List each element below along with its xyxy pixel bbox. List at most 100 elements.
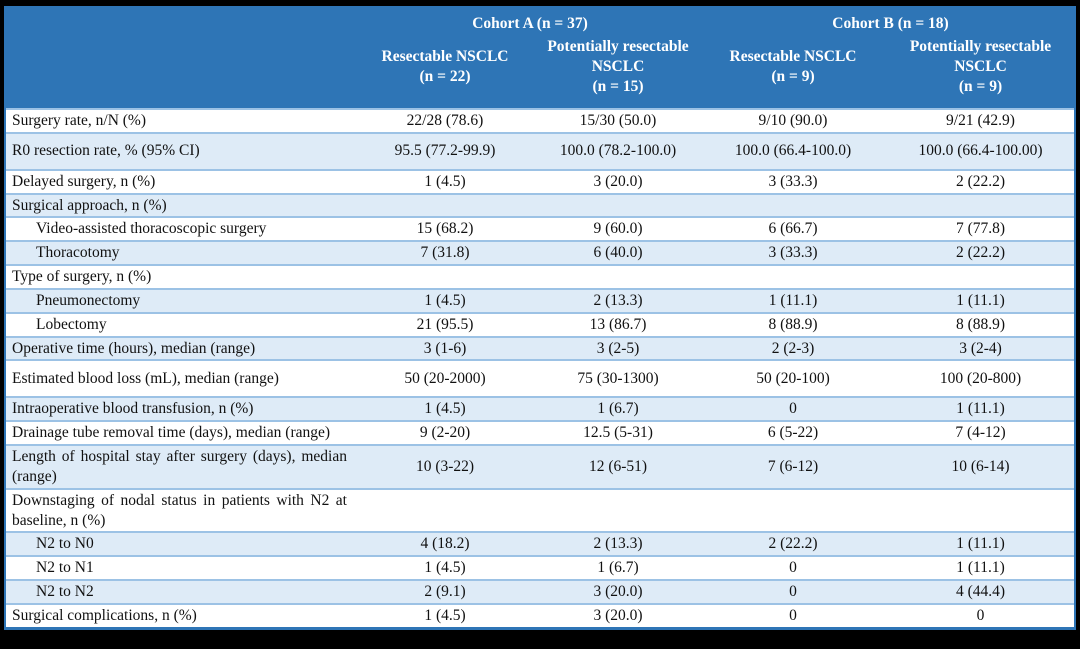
table-row: Surgery rate, n/N (%) 22/28 (78.6) 15/30… — [6, 110, 1074, 132]
table-cell: 2 (2-3) — [771, 339, 815, 357]
table-cell: 0 — [789, 583, 797, 601]
table-cell: 10 (6-14) — [951, 458, 1010, 476]
table-cell: 9 (2-20) — [419, 424, 471, 442]
table-cell: 1 (4.5) — [424, 291, 466, 309]
table-cell — [883, 266, 1078, 288]
table-cell: 9/21 (42.9) — [946, 112, 1015, 129]
column-n: (n = 15) — [592, 78, 644, 96]
row-label: Thoracotomy — [36, 244, 120, 262]
table-cell — [883, 195, 1078, 217]
row-label: Surgical approach, n (%) — [12, 196, 167, 214]
column-title: Potentially resectable NSCLC — [547, 37, 689, 75]
table-row: Length of hospital stay after surgery (d… — [6, 444, 1074, 488]
table-header: Cohort A (n = 37) Cohort B (n = 18) Rese… — [6, 6, 1074, 110]
table-cell: 1 (11.1) — [956, 291, 1005, 309]
column-n: (n = 9) — [771, 68, 815, 85]
table-cell: 8 (88.9) — [768, 315, 818, 333]
table-cell — [357, 195, 533, 217]
table-cell — [357, 490, 533, 532]
table-cell: 3 (33.3) — [768, 172, 818, 190]
table-row: Estimated blood loss (mL), median (range… — [6, 359, 1074, 397]
column-header-resectable-a: Resectable NSCLC (n = 22) — [357, 32, 533, 108]
row-label: Type of surgery, n (%) — [12, 268, 152, 286]
table-cell: 6 (66.7) — [768, 220, 818, 238]
table-cell: 6 (5-22) — [767, 424, 819, 442]
table-row: N2 to N0 4 (18.2) 2 (13.3) 2 (22.2) 1 (1… — [6, 531, 1074, 556]
table-row: Video-assisted thoracoscopic surgery 15 … — [6, 216, 1074, 241]
column-title: Potentially resectable NSCLC — [909, 37, 1052, 75]
table-cell: 3 (20.0) — [593, 172, 643, 190]
table-cell: 2 (9.1) — [424, 583, 466, 601]
table-cell: 7 (77.8) — [955, 220, 1006, 238]
table-cell: 10 (3-22) — [415, 458, 475, 476]
row-label: Estimated blood loss (mL), median (range… — [12, 370, 279, 388]
table-cell: 8 (88.9) — [955, 315, 1006, 333]
table-cell: 100.0 (66.4-100.0) — [734, 142, 852, 160]
table-cell: 0 — [976, 606, 985, 624]
column-header-potentially-b: Potentially resectable NSCLC (n = 9) — [883, 32, 1078, 108]
table-cell: 13 (86.7) — [589, 315, 647, 333]
table-row: R0 resection rate, % (95% CI) 95.5 (77.2… — [6, 131, 1074, 169]
table-cell: 1 (4.5) — [424, 559, 466, 577]
row-label: Delayed surgery, n (%) — [12, 172, 156, 190]
table-cell: 15/30 (50.0) — [579, 112, 657, 129]
table-body: Surgery rate, n/N (%) 22/28 (78.6) 15/30… — [6, 110, 1074, 627]
table-row: N2 to N2 2 (9.1) 3 (20.0) 0 4 (44.4) — [6, 579, 1074, 603]
table-cell: 1 (11.1) — [956, 559, 1005, 577]
cohort-a-header: Cohort A (n = 37) — [472, 14, 588, 32]
row-label: Surgery rate, n/N (%) — [12, 112, 147, 129]
table-cell: 7 (31.8) — [420, 244, 470, 262]
table-cell: 3 (1-6) — [423, 339, 467, 357]
table-row: Downstaging of nodal status in patients … — [6, 487, 1074, 532]
table-row: N2 to N1 1 (4.5) 1 (6.7) 0 1 (11.1) — [6, 555, 1074, 580]
table-row: Lobectomy 21 (95.5) 13 (86.7) 8 (88.9) 8… — [6, 311, 1074, 336]
column-title: Resectable NSCLC — [381, 47, 509, 65]
table-cell: 1 (11.1) — [956, 400, 1005, 418]
table-cell: 12 (6-51) — [588, 458, 648, 476]
table-cell: 6 (40.0) — [593, 244, 643, 262]
cohort-b-header: Cohort B (n = 18) — [832, 14, 949, 32]
column-header-resectable-b: Resectable NSCLC (n = 9) — [703, 32, 883, 108]
table-cell: 0 — [789, 400, 797, 418]
table-cell: 0 — [789, 606, 797, 624]
table-row: Thoracotomy 7 (31.8) 6 (40.0) 3 (33.3) 2… — [6, 240, 1074, 265]
row-label: N2 to N1 — [36, 559, 94, 577]
table-cell: 100.0 (66.4-100.00) — [918, 142, 1043, 160]
table-cell: 15 (68.2) — [416, 220, 474, 238]
row-label: Downstaging of nodal status in patients … — [12, 491, 347, 529]
table-cell: 21 (95.5) — [416, 315, 474, 333]
table-cell — [883, 490, 1078, 532]
table-row: Surgical complications, n (%) 1 (4.5) 3 … — [6, 602, 1074, 627]
table-cell: 50 (20-2000) — [404, 370, 486, 388]
table-cell: 1 (6.7) — [597, 559, 639, 577]
table-row: Operative time (hours), median (range) 3… — [6, 335, 1074, 360]
table-cell: 4 (44.4) — [955, 583, 1006, 601]
row-label: N2 to N2 — [36, 583, 94, 601]
table-cell: 12.5 (5-31) — [583, 424, 653, 442]
row-label: Intraoperative blood transfusion, n (%) — [12, 400, 254, 418]
outcomes-table: Cohort A (n = 37) Cohort B (n = 18) Rese… — [4, 6, 1076, 630]
table-cell: 50 (20-100) — [756, 370, 830, 388]
table-cell: 3 (20.0) — [593, 606, 643, 624]
table-cell: 3 (20.0) — [593, 583, 643, 601]
table-cell: 2 (22.2) — [955, 244, 1006, 262]
row-label: Lobectomy — [36, 315, 107, 333]
table-cell: 75 (30-1300) — [577, 370, 659, 388]
table-cell: 9 (60.0) — [593, 220, 643, 238]
table-cell: 1 (4.5) — [424, 400, 466, 418]
row-label: N2 to N0 — [36, 535, 94, 553]
table-cell — [703, 490, 883, 532]
table-cell: 0 — [789, 559, 797, 577]
table-row: Delayed surgery, n (%) 1 (4.5) 3 (20.0) … — [6, 168, 1074, 193]
table-cell: 7 (4-12) — [955, 424, 1006, 442]
table-cell — [533, 195, 703, 217]
column-n: (n = 22) — [419, 68, 471, 85]
row-label: Length of hospital stay after surgery (d… — [12, 448, 347, 485]
table-cell: 100 (20-800) — [939, 370, 1022, 388]
table-cell: 7 (6-12) — [767, 458, 819, 476]
table-cell: 100.0 (78.2-100.0) — [559, 142, 677, 160]
table-cell: 3 (2-5) — [596, 339, 640, 357]
table-row: Type of surgery, n (%) — [6, 264, 1074, 288]
table-cell — [703, 266, 883, 288]
table-cell: 1 (11.1) — [956, 535, 1005, 553]
